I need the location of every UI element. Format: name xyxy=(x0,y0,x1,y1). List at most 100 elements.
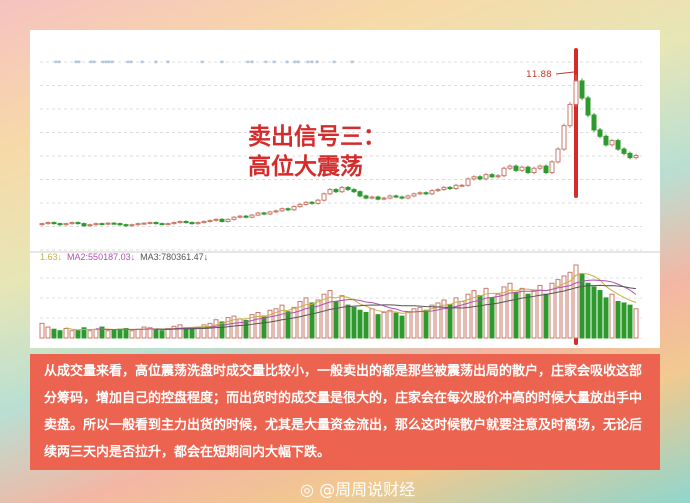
candle-body xyxy=(417,192,423,195)
candle-body xyxy=(159,223,165,226)
candle-body xyxy=(69,222,75,225)
candle-body xyxy=(99,223,105,226)
candle-body xyxy=(261,212,267,215)
star-marker: * xyxy=(272,59,276,68)
candle-body xyxy=(117,223,123,226)
volume-bar xyxy=(219,321,225,339)
star-marker: * xyxy=(54,59,58,68)
volume-bar xyxy=(123,328,129,339)
ma3-line xyxy=(155,284,637,330)
volume-bar xyxy=(189,328,195,339)
candle-body xyxy=(105,222,111,225)
candle-body xyxy=(195,222,201,225)
signal-title: 卖出信号三： 高位大震荡 xyxy=(248,122,386,182)
explanation-text: 从成交量来看，高位震荡洗盘时成交量比较小，一般卖出的都是那些被震荡出局的散户，庄… xyxy=(30,354,660,470)
candle-body xyxy=(633,154,639,159)
volume-bar xyxy=(273,308,279,339)
volume-bar xyxy=(477,295,483,339)
volume-bar xyxy=(243,319,249,339)
candlestick-chart: * * * * * * * * * * * * * * * * * * * * * * * * * * * * *11.88 xyxy=(30,48,660,345)
candle-body xyxy=(243,215,249,218)
star-marker: * xyxy=(57,59,61,68)
volume-bar xyxy=(555,279,561,339)
candle-body xyxy=(291,206,297,211)
volume-bar xyxy=(609,293,615,339)
candle-body xyxy=(621,148,627,154)
watermark-text: @周周说财经 xyxy=(319,480,416,499)
candle-body xyxy=(273,210,279,213)
volume-bar xyxy=(297,301,303,339)
candle-body xyxy=(477,176,483,180)
candle-body xyxy=(57,223,63,226)
candle-body xyxy=(507,165,513,169)
volume-bar xyxy=(543,293,549,339)
candle-body xyxy=(369,196,375,199)
volume-bar xyxy=(603,297,609,339)
volume-bar xyxy=(267,309,273,339)
candle-body xyxy=(375,196,381,200)
candle-body xyxy=(39,223,45,226)
candle-body xyxy=(111,222,117,225)
volume-bar xyxy=(291,306,297,339)
candle-body xyxy=(627,152,633,159)
star-marker: * xyxy=(315,59,319,68)
ma1-label: 1.63↓ xyxy=(40,252,63,262)
star-marker: * xyxy=(220,59,224,68)
star-marker: * xyxy=(285,59,289,68)
star-marker: * xyxy=(129,59,133,68)
volume-bar xyxy=(615,301,621,339)
candle-body xyxy=(147,222,153,225)
signal-title-line1: 卖出信号三： xyxy=(248,123,386,150)
candle-body xyxy=(267,211,273,215)
star-marker: * xyxy=(107,59,111,68)
volume-bar xyxy=(159,330,165,339)
star-marker: * xyxy=(74,59,78,68)
volume-bar xyxy=(351,306,357,339)
candle-body xyxy=(333,189,339,193)
candle-body xyxy=(123,224,129,227)
volume-bar xyxy=(213,319,219,339)
candle-body xyxy=(543,165,549,174)
star-marker: * xyxy=(77,59,81,68)
star-marker: * xyxy=(89,59,93,68)
candle-body xyxy=(393,195,399,198)
peak-label-leader xyxy=(555,71,575,75)
volume-bar xyxy=(39,322,45,339)
weibo-watermark: ◎ @周周说财经 xyxy=(300,476,415,500)
volume-bar xyxy=(303,297,309,339)
candle-body xyxy=(189,222,195,225)
volume-bar xyxy=(225,317,231,339)
volume-bar xyxy=(411,308,417,339)
volume-bar xyxy=(207,322,213,339)
volume-bar xyxy=(591,286,597,339)
volume-bar xyxy=(423,309,429,339)
ma3-label: MA3:780361.47↓ xyxy=(140,252,209,262)
candle-body xyxy=(75,222,81,225)
candle-body xyxy=(363,195,369,199)
candle-body xyxy=(285,208,291,211)
candle-body xyxy=(531,167,537,174)
candle-body xyxy=(579,80,585,99)
candle-body xyxy=(567,103,573,127)
volume-bar xyxy=(579,273,585,339)
candle-body xyxy=(339,186,345,193)
candle-body xyxy=(615,140,621,150)
star-marker: * xyxy=(101,59,105,68)
volume-bar xyxy=(363,311,369,339)
candle-body xyxy=(555,148,561,163)
volume-bar xyxy=(69,330,75,339)
volume-bar xyxy=(255,311,261,339)
volume-bar xyxy=(495,293,501,339)
star-marker: * xyxy=(104,59,108,68)
volume-bar xyxy=(561,275,567,339)
candle-body xyxy=(459,184,465,187)
volume-bar xyxy=(525,293,531,339)
candle-body xyxy=(207,219,213,222)
volume-bar xyxy=(465,293,471,339)
candle-body xyxy=(597,129,603,137)
candle-body xyxy=(561,125,567,150)
volume-bar xyxy=(249,314,255,339)
volume-bar xyxy=(111,329,117,339)
star-marker: * xyxy=(306,59,310,68)
volume-bar xyxy=(315,299,321,339)
